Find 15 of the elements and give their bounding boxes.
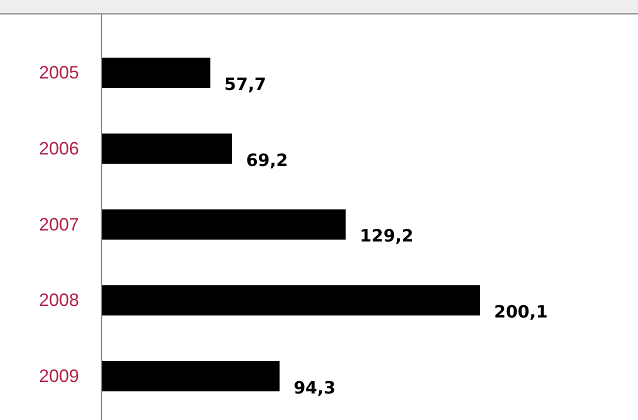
y-tick-label: 2005 <box>38 62 79 83</box>
data-label: 94,3 <box>294 378 336 398</box>
bar <box>101 209 346 240</box>
y-tick-label: 2008 <box>38 290 79 310</box>
y-tick-label: 2009 <box>38 366 79 386</box>
data-label: 69,2 <box>246 150 288 171</box>
y-tick-label: 2007 <box>38 214 79 234</box>
data-label: 57,7 <box>224 75 266 96</box>
bar <box>101 285 480 316</box>
bar <box>101 360 280 392</box>
bar <box>101 134 232 164</box>
y-tick-label: 2006 <box>38 138 79 158</box>
data-label: 200,1 <box>494 302 548 322</box>
data-label: 129,2 <box>360 226 414 247</box>
bar <box>101 58 210 88</box>
